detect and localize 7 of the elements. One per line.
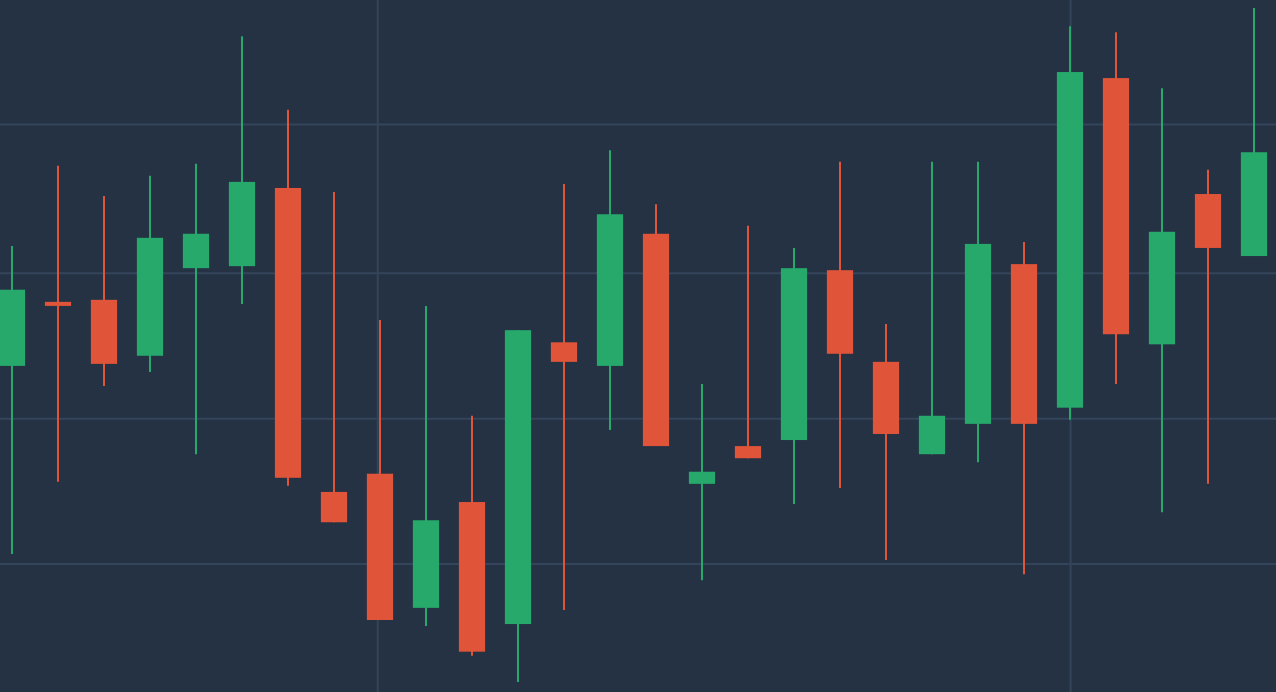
candlestick bbox=[550, 182, 578, 611]
candlestick bbox=[734, 224, 762, 460]
candlestick bbox=[44, 164, 72, 483]
candlestick bbox=[182, 162, 210, 456]
candlestick bbox=[918, 160, 946, 456]
candlestick bbox=[320, 191, 348, 524]
candlestick bbox=[688, 383, 716, 582]
